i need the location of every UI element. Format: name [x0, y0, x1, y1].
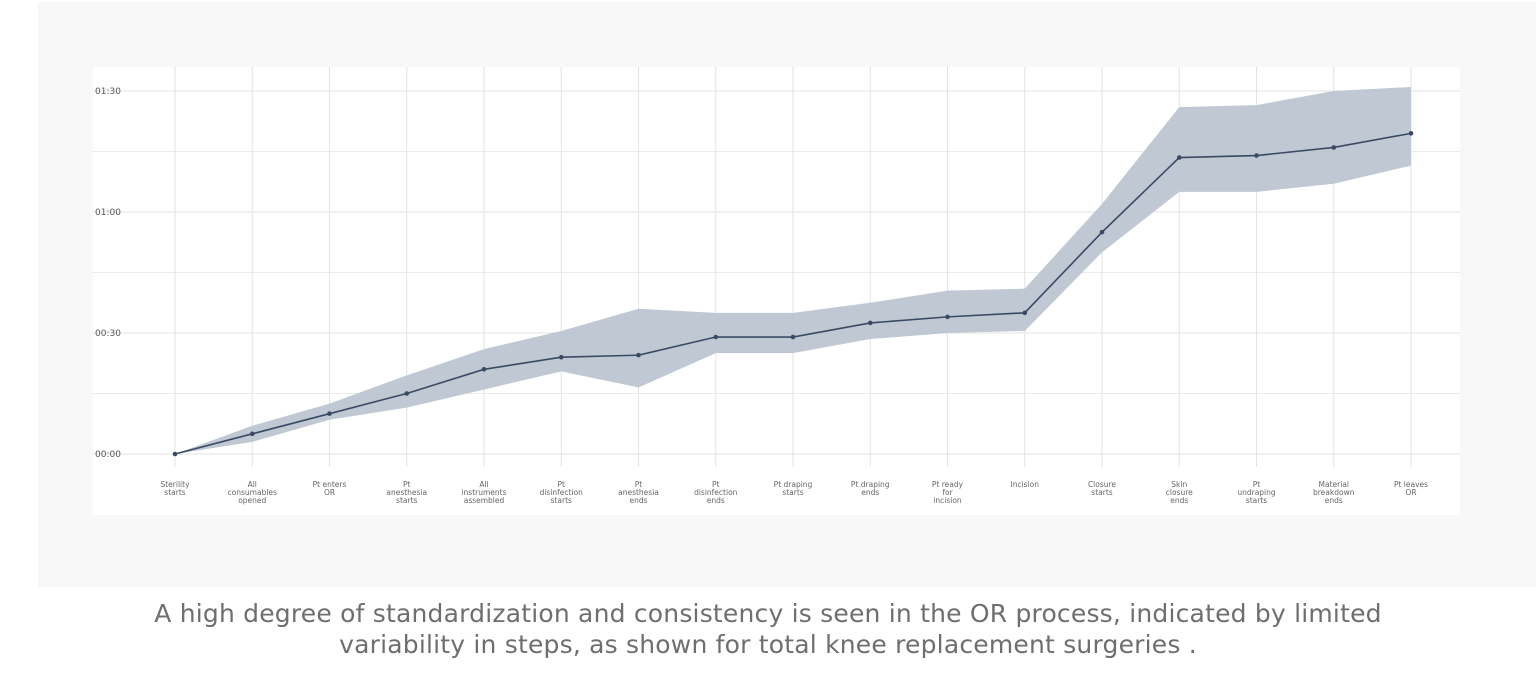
x-tick-label: Closure starts	[1088, 480, 1116, 497]
x-tick-label: Pt anesthesia starts	[386, 480, 427, 505]
data-point	[713, 334, 719, 340]
line-chart: 00:00 00:30 01:00 01:30 Sterility starts All co…	[93, 67, 1460, 505]
y-tick-label: 00:30	[95, 329, 121, 339]
caption-line-2: variability in steps, as shown for total…	[339, 630, 1197, 659]
data-point	[249, 431, 255, 437]
x-tick-label: Pt enters OR	[313, 480, 347, 497]
caption-line-1: A high degree of standardization and con…	[154, 599, 1382, 628]
y-tick-label: 01:30	[95, 87, 121, 97]
data-point	[1254, 153, 1259, 158]
data-point	[1099, 229, 1105, 235]
x-tick-label: Pt draping ends	[851, 480, 890, 497]
x-tick-label: Incision	[1010, 480, 1039, 489]
x-tick-label: Pt ready for incision	[932, 480, 964, 505]
data-point	[790, 334, 796, 340]
variability-band	[175, 86, 1411, 454]
x-tick-label: Pt undraping starts	[1237, 480, 1276, 505]
data-point	[1331, 145, 1337, 150]
data-point	[636, 352, 641, 358]
x-tick-label: Pt anesthesia ends	[618, 480, 659, 505]
data-point	[1176, 155, 1182, 160]
x-tick-label: Pt leaves OR	[1394, 480, 1428, 497]
data-point	[404, 391, 410, 396]
y-tick-label: 01:00	[95, 208, 121, 218]
data-point	[1022, 310, 1028, 316]
x-tick-label: Skin closure ends	[1166, 480, 1193, 505]
y-tick-label: 00:00	[95, 450, 121, 460]
data-point	[945, 314, 950, 320]
data-point	[867, 320, 873, 326]
x-tick-label: Pt draping starts	[774, 480, 813, 497]
x-tick-label: Pt disinfection starts	[540, 480, 584, 505]
x-tick-label: All instruments assembled	[461, 480, 506, 505]
x-tick-label: Material breakdown ends	[1313, 480, 1355, 505]
caption: A high degree of standardization and con…	[0, 598, 1536, 660]
x-tick-label: Pt disinfection ends	[694, 480, 738, 505]
x-tick-label: Sterility starts	[160, 480, 190, 497]
plot-area: 00:00 00:30 01:00 01:30 Sterility starts All co…	[93, 67, 1460, 515]
data-point	[1408, 131, 1414, 136]
data-point	[172, 451, 178, 457]
data-point	[327, 411, 332, 416]
x-tick-label: All consumables opened	[228, 480, 277, 505]
data-point	[481, 367, 487, 372]
data-point	[558, 354, 564, 360]
